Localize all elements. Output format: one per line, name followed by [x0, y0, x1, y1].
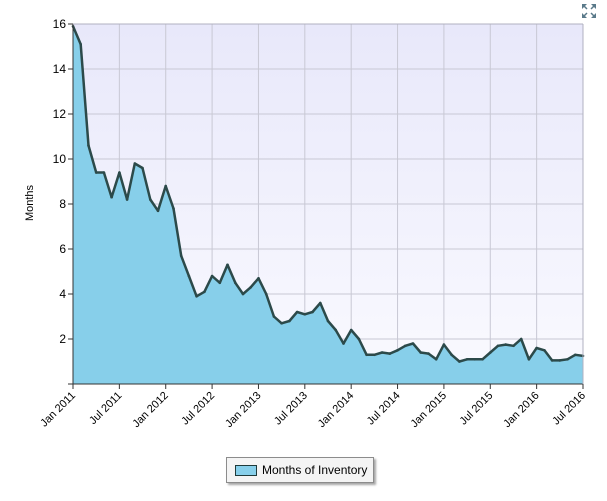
- data-point: [496, 344, 500, 348]
- data-point: [149, 198, 152, 201]
- data-point: [373, 353, 376, 357]
- data-point: [427, 352, 430, 355]
- data-point: [172, 207, 175, 210]
- x-tick-label: Jul 2016: [550, 390, 588, 428]
- data-point: [558, 359, 562, 362]
- data-point: [550, 359, 554, 362]
- y-tick-label: 14: [53, 62, 67, 76]
- y-tick-label: 10: [53, 152, 67, 166]
- data-point: [164, 184, 167, 188]
- data-point: [512, 344, 515, 348]
- data-point: [349, 328, 353, 332]
- data-point: [94, 171, 98, 174]
- data-point: [218, 281, 222, 285]
- data-point: [326, 319, 330, 323]
- y-tick-label: 6: [59, 242, 66, 256]
- data-point: [195, 295, 198, 298]
- data-point: [519, 337, 523, 341]
- data-point: [288, 319, 291, 323]
- data-point: [380, 351, 384, 354]
- data-point: [87, 144, 90, 147]
- data-point: [303, 313, 307, 316]
- data-point: [504, 343, 508, 346]
- data-point: [404, 344, 407, 348]
- x-tick-label: Jul 2014: [365, 390, 403, 428]
- data-point: [396, 349, 399, 352]
- data-point: [566, 358, 569, 361]
- data-point: [473, 358, 477, 361]
- data-point: [156, 209, 160, 213]
- data-point: [141, 166, 144, 170]
- x-tick-label: Jan 2012: [130, 390, 170, 430]
- x-tick-label: Jan 2013: [223, 390, 263, 430]
- data-point: [118, 171, 121, 174]
- x-tick-label: Jul 2011: [87, 390, 124, 427]
- series-area: [71, 25, 585, 385]
- data-point: [264, 292, 268, 296]
- data-point: [334, 328, 338, 332]
- y-tick-label: 16: [53, 17, 67, 31]
- y-tick-label: 2: [59, 332, 66, 346]
- data-point: [257, 277, 260, 280]
- x-tick-label: Jan 2016: [501, 390, 541, 430]
- data-point: [481, 358, 484, 361]
- data-point: [272, 315, 276, 318]
- x-tick-label: Jan 2011: [38, 390, 78, 430]
- data-point: [411, 342, 415, 345]
- expand-icon[interactable]: [580, 2, 598, 20]
- data-point: [187, 274, 191, 278]
- legend-label: Months of Inventory: [262, 463, 368, 477]
- y-tick-label: 12: [53, 107, 67, 121]
- legend-swatch: [235, 464, 257, 476]
- x-tick-label: Jul 2012: [179, 390, 217, 428]
- data-point: [210, 274, 214, 278]
- y-tick-label: 8: [59, 197, 66, 211]
- data-point: [319, 301, 322, 305]
- data-point: [574, 353, 577, 357]
- data-point: [133, 162, 137, 165]
- data-point: [125, 198, 129, 201]
- data-point: [442, 343, 446, 346]
- data-point: [234, 281, 237, 285]
- data-point: [527, 358, 531, 361]
- x-tick-label: Jan 2014: [316, 390, 356, 430]
- data-point: [543, 349, 546, 352]
- data-point: [295, 310, 299, 314]
- data-point: [179, 254, 183, 258]
- data-point: [342, 342, 345, 345]
- y-axis-label: Months: [24, 184, 36, 221]
- data-point: [357, 337, 361, 341]
- data-point: [434, 358, 438, 361]
- data-point: [489, 351, 492, 354]
- x-tick-label: Jul 2015: [457, 390, 495, 428]
- data-point: [102, 171, 106, 174]
- data-point: [450, 353, 453, 357]
- y-tick-label: 4: [59, 287, 66, 301]
- legend: Months of Inventory: [226, 457, 374, 483]
- data-point: [365, 353, 368, 357]
- data-point: [419, 351, 423, 354]
- data-point: [311, 310, 314, 314]
- data-point: [241, 292, 245, 296]
- data-point: [388, 352, 392, 355]
- data-point: [79, 43, 82, 46]
- data-point: [249, 286, 252, 289]
- data-point: [465, 358, 469, 361]
- data-point: [226, 263, 229, 267]
- x-tick-label: Jan 2015: [409, 390, 449, 430]
- x-tick-label: Jul 2013: [272, 390, 310, 428]
- data-point: [535, 346, 538, 350]
- data-point: [280, 322, 283, 325]
- data-point: [458, 360, 461, 363]
- data-point: [110, 195, 113, 199]
- data-point: [203, 290, 206, 294]
